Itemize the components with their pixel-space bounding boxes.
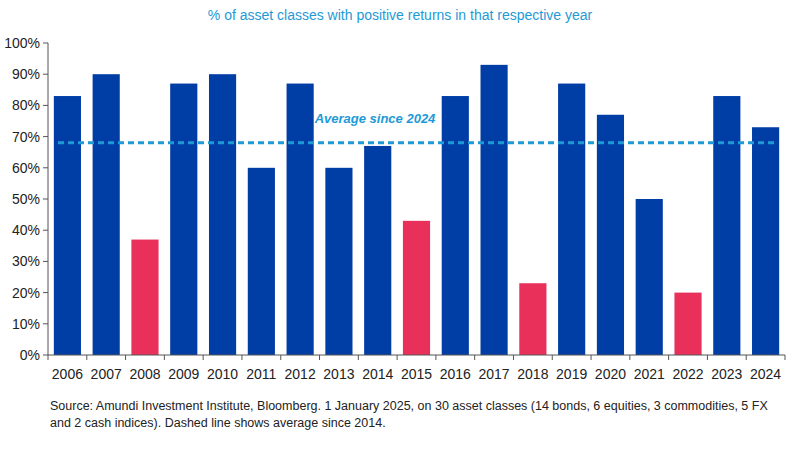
y-axis [48, 43, 49, 355]
x-separator [668, 355, 669, 360]
x-tick-label: 2023 [711, 366, 742, 382]
bar [54, 96, 81, 355]
y-tick-label: 10% [12, 316, 40, 332]
x-tick-label: 2007 [91, 366, 122, 382]
y-tick [43, 74, 48, 75]
bar [248, 168, 275, 355]
x-separator [591, 355, 592, 360]
x-tick-label: 2008 [129, 366, 160, 382]
bar [752, 127, 779, 355]
x-separator [280, 355, 281, 360]
bar [403, 221, 430, 355]
x-tick-label: 2024 [750, 366, 781, 382]
x-separator [707, 355, 708, 360]
bar [93, 74, 120, 355]
x-tick-label: 2019 [556, 366, 587, 382]
x-separator [203, 355, 204, 360]
x-tick-label: 2020 [595, 366, 626, 382]
bar [713, 96, 740, 355]
y-tick [43, 136, 48, 137]
bar [209, 74, 236, 355]
y-tick-label: 60% [12, 160, 40, 176]
x-tick-label: 2021 [634, 366, 665, 382]
x-tick-label: 2022 [672, 366, 703, 382]
chart: % of asset classes with positive returns… [0, 0, 800, 398]
x-separator [474, 355, 475, 360]
y-tick-label: 30% [12, 253, 40, 269]
x-tick-label: 2016 [440, 366, 471, 382]
y-tick-label: 100% [4, 35, 40, 51]
y-tick [43, 199, 48, 200]
bar [131, 240, 158, 355]
bar [170, 84, 197, 355]
x-separator [435, 355, 436, 360]
y-tick [43, 323, 48, 324]
x-separator [48, 355, 49, 360]
x-separator [241, 355, 242, 360]
x-separator [125, 355, 126, 360]
source-note: Source: Amundi Investment Institute, Blo… [50, 398, 770, 432]
bar [519, 283, 546, 355]
bar [558, 84, 585, 355]
x-tick-label: 2012 [285, 366, 316, 382]
x-separator [746, 355, 747, 360]
x-separator [358, 355, 359, 360]
y-tick [43, 261, 48, 262]
x-tick-label: 2009 [168, 366, 199, 382]
y-tick-label: 80% [12, 97, 40, 113]
bar [325, 168, 352, 355]
y-tick-label: 90% [12, 66, 40, 82]
x-separator [629, 355, 630, 360]
title: % of asset classes with positive returns… [208, 7, 593, 23]
annotation: Average since 2024 [314, 111, 436, 126]
x-separator [397, 355, 398, 360]
y-tick [43, 355, 48, 356]
y-tick [43, 167, 48, 168]
y-tick-label: 20% [12, 285, 40, 301]
x-tick-label: 2011 [246, 366, 276, 382]
x-tick-label: 2015 [401, 366, 432, 382]
x-tick-label: 2006 [52, 366, 83, 382]
y-tick-label: 0% [20, 347, 40, 363]
x-separator [513, 355, 514, 360]
y-tick [43, 105, 48, 106]
bar [287, 84, 314, 355]
average-line [58, 141, 775, 144]
x-axis [48, 355, 785, 356]
x-separator [164, 355, 165, 360]
x-tick-label: 2018 [517, 366, 548, 382]
bars [54, 65, 779, 355]
bar [481, 65, 508, 355]
bar [442, 96, 469, 355]
x-separator [86, 355, 87, 360]
y-tick [43, 43, 48, 44]
y-tick [43, 292, 48, 293]
y-tick-label: 70% [12, 129, 40, 145]
y-tick-label: 50% [12, 191, 40, 207]
y-tick [43, 230, 48, 231]
x-separator [552, 355, 553, 360]
x-tick-label: 2017 [479, 366, 510, 382]
x-tick-label: 2014 [362, 366, 393, 382]
bar [636, 199, 663, 355]
x-tick-label: 2013 [323, 366, 354, 382]
bar [674, 293, 701, 355]
bar [364, 146, 391, 355]
x-separator [319, 355, 320, 360]
y-tick-label: 40% [12, 222, 40, 238]
x-separator [785, 355, 786, 360]
bar [597, 115, 624, 355]
x-tick-label: 2010 [207, 366, 238, 382]
